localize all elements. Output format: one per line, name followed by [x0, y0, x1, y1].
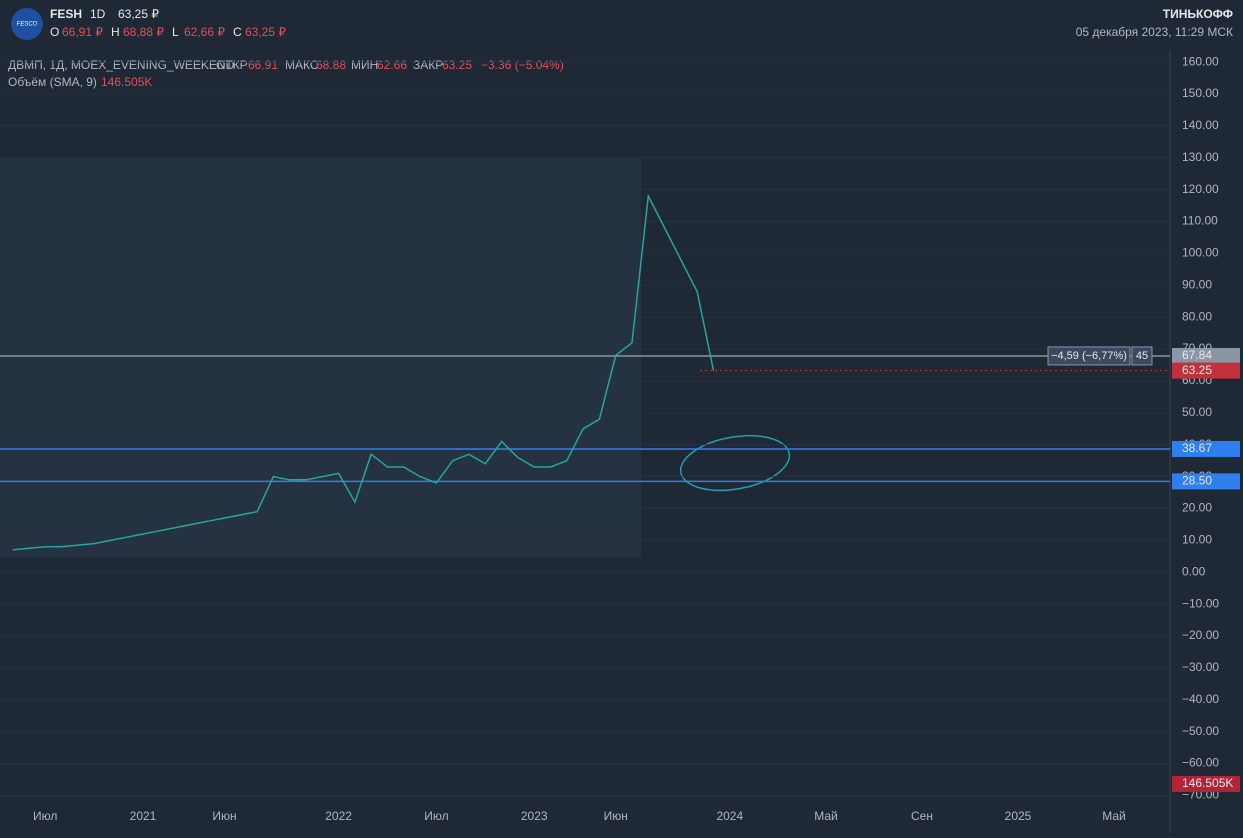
- price-tag-label: 38.67: [1182, 441, 1212, 455]
- y-tick-label: 100.00: [1182, 246, 1219, 260]
- ohlc: O 66,91 ₽ H 68,88 ₽ L 62,66 ₽ C 63,25 ₽: [50, 25, 286, 39]
- y-tick-label: −40.00: [1182, 692, 1219, 706]
- x-tick-label: Июл: [424, 809, 448, 823]
- legend-value: 63.25: [442, 58, 472, 72]
- last-price: 63,25 ₽: [118, 7, 159, 21]
- y-tick-label: −30.00: [1182, 660, 1219, 674]
- x-tick-label: 2023: [521, 809, 548, 823]
- measure-box: [1131, 346, 1153, 366]
- price-tag: [1172, 440, 1240, 457]
- legend-value: 62.66: [377, 58, 407, 72]
- measure-bars: 45: [1136, 350, 1148, 362]
- y-tick-label: −20.00: [1182, 628, 1219, 642]
- ohlc-value: 66,91 ₽: [62, 25, 103, 39]
- y-tick-label: 140.00: [1182, 118, 1219, 132]
- y-tick-label: 50.00: [1182, 405, 1212, 419]
- legend-label: ЗАКР: [413, 58, 443, 72]
- legend-value: 68.88: [316, 58, 346, 72]
- x-tick-label: 2024: [716, 809, 743, 823]
- datetime: 05 декабря 2023, 11:29 МСК: [1076, 25, 1233, 39]
- y-tick-label: 110.00: [1182, 214, 1218, 228]
- y-tick-label: 120.00: [1182, 182, 1219, 196]
- volume-value: 146.505K: [101, 75, 152, 89]
- x-tick-label: 2025: [1005, 809, 1032, 823]
- price-line-series: [12, 193, 715, 551]
- measure-box: [1047, 346, 1131, 366]
- y-tick-label: 130.00: [1182, 150, 1219, 164]
- x-tick-label: Июл: [33, 809, 57, 823]
- legend-change: −3.36 (−5.04%): [481, 58, 564, 72]
- ohlc-key: H: [111, 25, 120, 39]
- drawing: [679, 434, 791, 492]
- measure-text: −4,59 (−6,77%): [1051, 350, 1127, 362]
- legend-label: МИН: [351, 58, 378, 72]
- price-tag: [1172, 347, 1240, 364]
- x-tick-label: Май: [814, 809, 838, 823]
- ohlc-key: L: [172, 25, 179, 39]
- x-tick-label: 2022: [325, 809, 352, 823]
- ohlc-key: C: [233, 25, 242, 39]
- x-tick-label: Июн: [212, 809, 236, 823]
- y-tick-label: 0.00: [1182, 564, 1206, 578]
- y-tick-label: 90.00: [1182, 277, 1212, 291]
- y-tick-label: 10.00: [1182, 533, 1212, 547]
- volume-tag: [1172, 776, 1240, 792]
- legend-value: 66.91: [248, 58, 278, 72]
- volume-label: Объём (SMA, 9): [8, 75, 97, 89]
- ohlc-value: 63,25 ₽: [245, 25, 286, 39]
- ohlc-value: 62,66 ₽: [184, 25, 225, 39]
- price-tag: [1172, 473, 1240, 490]
- price-tag-label: 63.25: [1182, 363, 1212, 377]
- ohlc-key: O: [50, 25, 59, 39]
- legend-label: ОТКР: [216, 58, 248, 72]
- logo-text: FESCO: [17, 22, 38, 28]
- price-tag-label: 28.50: [1182, 474, 1212, 488]
- x-tick-label: Май: [1102, 809, 1126, 823]
- y-tick-label: −50.00: [1182, 724, 1219, 738]
- volume-tag-label: 146.505K: [1182, 776, 1233, 790]
- interval: 1D: [90, 7, 106, 21]
- y-tick-label: 150.00: [1182, 86, 1219, 100]
- logo: [11, 8, 43, 40]
- x-tick-label: 2021: [130, 809, 157, 823]
- y-tick-label: 160.00: [1182, 54, 1219, 68]
- y-tick-label: −60.00: [1182, 756, 1219, 770]
- x-tick-label: Июн: [604, 809, 628, 823]
- ohlc-value: 68,88 ₽: [123, 25, 164, 39]
- price-tag: [1172, 362, 1240, 379]
- price-tag-label: 67.84: [1182, 348, 1212, 362]
- legend-symbol: ДВМП, 1Д, MOEX_EVENING_WEEKEND: [8, 58, 235, 72]
- brand: ТИНЬКОФФ: [1163, 7, 1233, 21]
- y-tick-label: −10.00: [1182, 596, 1219, 610]
- y-tick-label: 80.00: [1182, 309, 1212, 323]
- y-tick-label: 20.00: [1182, 501, 1212, 515]
- profile-range: [0, 157, 641, 557]
- x-tick-label: Сен: [911, 809, 933, 823]
- legend-label: МАКС: [285, 58, 319, 72]
- ticker: FESH: [50, 7, 82, 21]
